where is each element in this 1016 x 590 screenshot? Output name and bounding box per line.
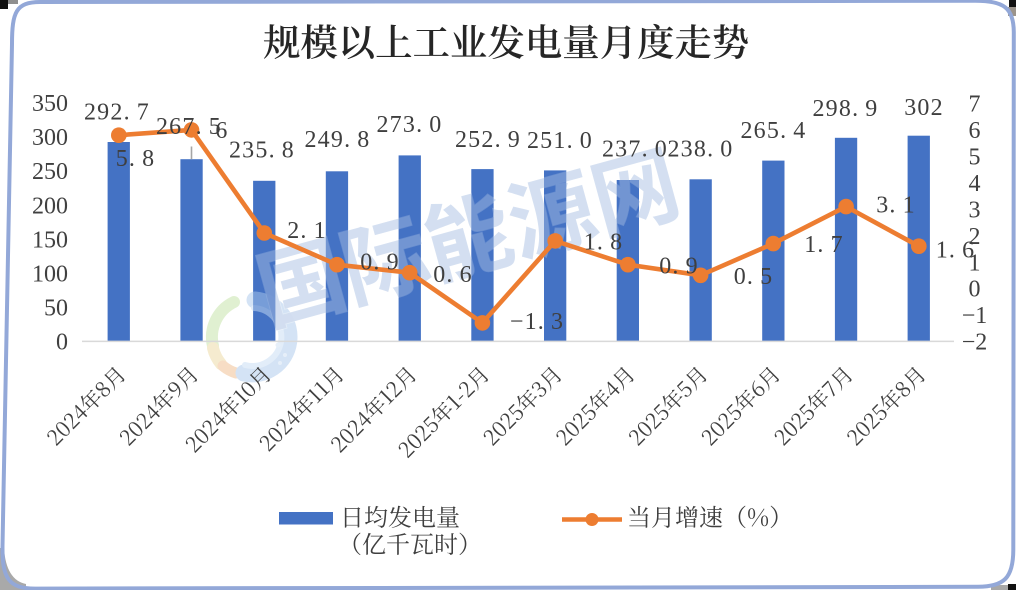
svg-text:3. 1: 3. 1: [876, 193, 916, 219]
svg-text:265. 4: 265. 4: [740, 118, 806, 144]
svg-text:350: 350: [32, 91, 68, 117]
svg-text:0: 0: [969, 277, 981, 303]
svg-text:249. 8: 249. 8: [304, 127, 370, 153]
svg-text:3: 3: [969, 197, 981, 223]
svg-text:0. 6: 0. 6: [433, 262, 473, 288]
svg-text:298. 9: 298. 9: [812, 96, 878, 122]
svg-text:100: 100: [32, 261, 68, 287]
svg-text:1. 8: 1. 8: [584, 230, 624, 256]
svg-text:251. 0: 251. 0: [527, 128, 593, 154]
svg-text:1. 7: 1. 7: [804, 232, 844, 258]
svg-text:273. 0: 273. 0: [376, 112, 442, 138]
svg-text:6: 6: [969, 118, 981, 144]
svg-text:4: 4: [969, 171, 981, 197]
svg-text:292. 7: 292. 7: [84, 100, 150, 126]
svg-text:2. 1: 2. 1: [287, 218, 327, 244]
svg-text:0. 9: 0. 9: [360, 250, 400, 276]
svg-text:252. 9: 252. 9: [455, 127, 521, 153]
svg-text:0. 5: 0. 5: [734, 264, 774, 290]
svg-text:7: 7: [969, 92, 981, 118]
svg-text:302: 302: [904, 95, 944, 121]
svg-text:238. 0: 238. 0: [667, 137, 733, 163]
svg-text:6: 6: [215, 118, 228, 144]
svg-text:−2: −2: [962, 330, 988, 356]
svg-text:150: 150: [32, 227, 68, 253]
svg-text:237. 0: 237. 0: [602, 137, 668, 163]
svg-text:5. 8: 5. 8: [116, 146, 156, 172]
svg-text:50: 50: [44, 296, 68, 322]
svg-text:2: 2: [969, 224, 981, 250]
svg-text:−1. 3: −1. 3: [510, 309, 564, 335]
svg-text:250: 250: [32, 159, 68, 185]
svg-text:267. 5: 267. 5: [156, 114, 222, 140]
svg-text:5: 5: [969, 145, 981, 171]
svg-text:235. 8: 235. 8: [229, 138, 295, 164]
svg-text:−1: −1: [962, 303, 988, 329]
svg-text:200: 200: [32, 193, 68, 219]
svg-text:1. 6: 1. 6: [936, 238, 976, 264]
svg-text:300: 300: [32, 125, 68, 151]
svg-text:0. 9: 0. 9: [659, 254, 699, 280]
svg-text:1: 1: [969, 250, 981, 276]
svg-text:0: 0: [56, 330, 68, 356]
